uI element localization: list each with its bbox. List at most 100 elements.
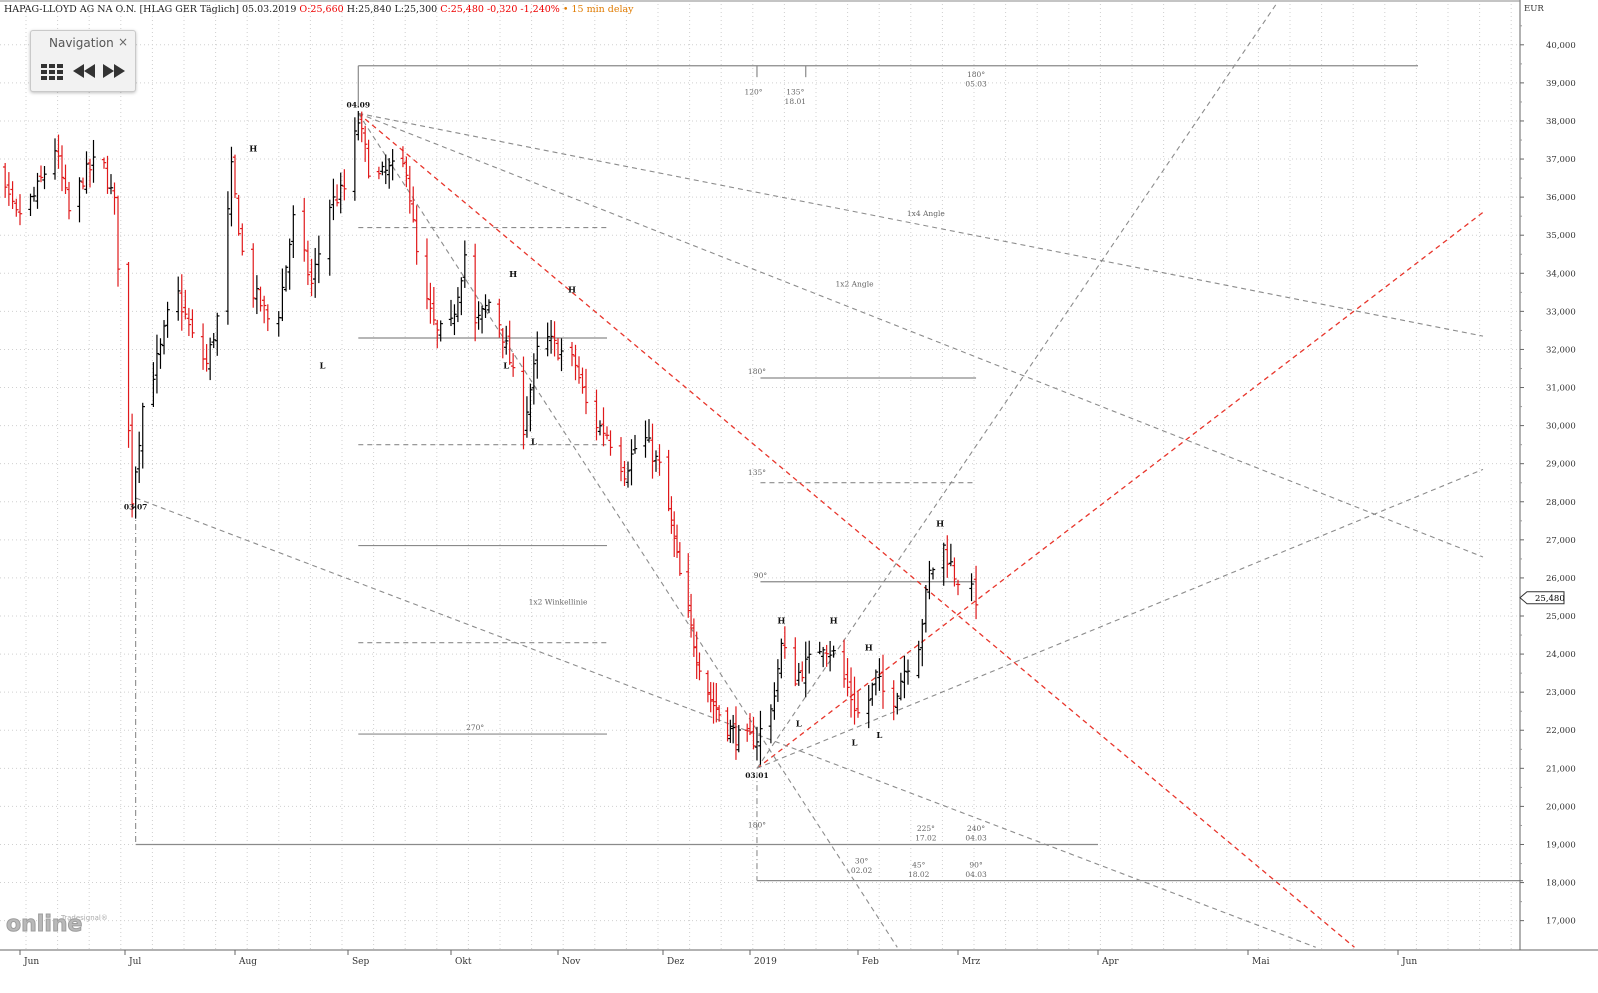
ohlc-bar (625, 461, 631, 488)
chart-annotation: 03.07 (124, 502, 148, 511)
ohlc-bar (510, 353, 516, 377)
ohlc-bar (528, 383, 533, 432)
chart-annotation: 45° (912, 860, 926, 869)
ohlc-bar (796, 662, 801, 686)
ohlc-bar (559, 338, 564, 372)
ohlc-bar (158, 338, 163, 369)
ohlc-bar (183, 289, 188, 320)
ohlc-bar (479, 305, 485, 334)
ohlc-bar (531, 353, 537, 405)
ohlc-bar (129, 413, 135, 518)
ohlc-bar (462, 240, 468, 288)
ohlc-bar (56, 134, 61, 169)
ohlc-bar (504, 325, 509, 355)
ohlc-bar (327, 199, 332, 276)
ohlc-bar (927, 560, 932, 600)
ohlc-bar (133, 466, 138, 519)
ohlc-bar (657, 444, 662, 476)
ohlc-bar (916, 640, 921, 679)
chart-annotation: 90° (969, 860, 983, 869)
chart-annotation: L (852, 738, 858, 748)
ohlc-bar (309, 258, 314, 297)
ohlc-bar (803, 641, 808, 698)
ohlc-bar (140, 402, 145, 469)
trend-line (358, 112, 1484, 558)
fast-forward-icon[interactable] (101, 61, 127, 81)
grid-layer (0, 4, 1520, 950)
y-tick-label: 36,000 (1546, 193, 1576, 203)
ohlc-bar (772, 682, 777, 720)
ohlc-bar (827, 640, 833, 672)
chart-annotation: 03.01 (745, 771, 769, 780)
ohlc-bar (873, 669, 879, 696)
chart-annotation: 270° (466, 723, 484, 732)
ohlc-bar (455, 287, 461, 323)
ohlc-bar (653, 450, 659, 472)
ohlc-bar (880, 654, 886, 709)
chart-annotation: 225° (917, 824, 935, 833)
navigation-panel[interactable]: Navigation × (30, 30, 136, 92)
ohlc-bar (448, 299, 454, 327)
ohlc-bar (898, 672, 904, 701)
drawing-lines-layer (135, 2, 1523, 948)
x-tick-label: Feb (862, 957, 879, 967)
ohlc-bar (694, 631, 699, 680)
ohlc-bar (973, 565, 979, 620)
ohlc-bar (258, 286, 263, 312)
ohlc-bar (483, 294, 488, 318)
ohlc-bar (524, 396, 530, 438)
ohlc-bar (952, 557, 957, 587)
ohlc-bar (38, 165, 44, 183)
ohlc-bar (754, 726, 760, 761)
ohlc-bar (424, 238, 430, 310)
ohlc-bar (941, 542, 946, 586)
ohlc-bar (342, 169, 347, 201)
rewind-icon[interactable] (71, 61, 97, 81)
ohlc-bar (59, 145, 65, 192)
ohlc-bar (751, 716, 756, 750)
y-tick-label: 30,000 (1546, 422, 1576, 432)
ohlc-bar (618, 437, 624, 482)
x-tick-label: Jun (23, 957, 39, 967)
ohlc-bar (608, 430, 613, 456)
ohlc-bar (2, 162, 8, 198)
y-tick-label: 33,000 (1546, 307, 1576, 317)
close-icon[interactable]: × (117, 35, 128, 49)
ohlc-bar (905, 659, 911, 685)
chart-annotation: 120° (744, 87, 762, 96)
last-price-marker (1519, 591, 1565, 605)
open-value: O:25,660 (299, 4, 344, 15)
axes-layer: EUR 17,000 18,000 19,000 20,000 21,000 22,000 2… (0, 0, 1598, 967)
ohlc-bar (302, 198, 307, 262)
ohlc-bar (186, 307, 192, 337)
ohlc-bar (476, 301, 481, 330)
ohlc-bar (362, 125, 368, 162)
y-tick-label: 28,000 (1546, 498, 1576, 508)
trend-line (756, 2, 1278, 769)
ohlc-bar (521, 356, 526, 450)
ohlc-bar (17, 194, 23, 226)
y-tick-label: 24,000 (1546, 650, 1576, 660)
chart-annotation: H (936, 520, 944, 530)
ohlc-bar (688, 593, 694, 638)
ohlc-bar (902, 655, 907, 699)
trend-line (357, 113, 898, 948)
ohlc-bar (265, 304, 271, 332)
ohlc-bar (831, 645, 836, 658)
y-tick-label: 35,000 (1546, 231, 1576, 241)
ohlc-bar (555, 338, 561, 361)
ohlc-bar (583, 368, 589, 415)
ohlc-bar (945, 535, 950, 578)
ohlc-bar (697, 652, 702, 681)
y-tick-label: 37,000 (1546, 155, 1576, 165)
ohlc-bar (254, 275, 260, 315)
ohlc-bar (390, 149, 395, 181)
ohlc-bar (428, 282, 433, 324)
ohlc-bar (725, 707, 730, 742)
ohlc-bar (387, 158, 392, 189)
grid-icon[interactable] (39, 61, 65, 81)
ohlc-bar (431, 286, 437, 326)
ohlc-bar (775, 659, 781, 702)
trend-line (135, 497, 1316, 948)
x-tick-label: Nov (562, 957, 581, 967)
